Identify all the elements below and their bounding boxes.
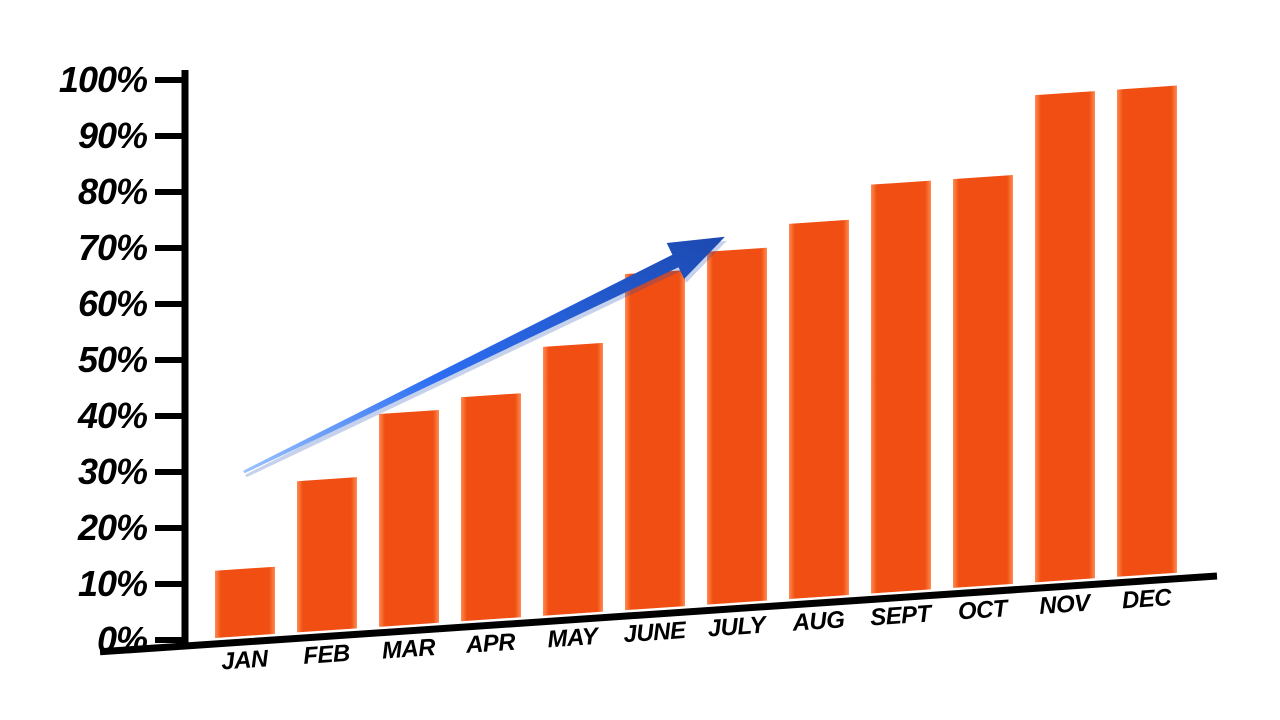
x-tick-label: JULY [707,611,769,642]
x-tick-label: JAN [220,645,269,675]
x-tick-label: MAR [381,634,437,665]
bars-group [215,86,1177,638]
x-tick-label: JUNE [623,617,688,648]
bar-dec [1117,86,1177,577]
bar-aug [789,220,849,599]
bar-may [543,343,603,616]
y-tick-label: 60% [78,283,148,324]
bar-nov [1035,91,1095,582]
y-tick-label: 70% [78,227,148,268]
y-tick-label: 20% [77,507,148,548]
x-tick-label: SEPT [869,600,934,631]
y-tick-label: 50% [78,339,148,380]
bar-sept [871,181,931,594]
bar-feb [297,477,357,632]
x-tick-label: NOV [1038,589,1093,620]
y-tick-label: 90% [78,115,148,156]
x-tick-label: FEB [302,640,350,670]
y-tick-label: 100% [59,59,148,100]
y-tick-label: 10% [78,563,148,604]
bar-jan [215,567,275,638]
y-tick-label: 40% [77,395,148,436]
y-tick-label: 30% [78,451,148,492]
x-tick-label: AUG [791,606,846,637]
bar-apr [461,393,521,621]
x-tick-label: OCT [957,595,1011,625]
bar-mar [379,410,439,627]
monthly-percent-bar-chart: 0%10%20%30%40%50%60%70%80%90%100%JANFEBM… [0,0,1280,720]
x-tick-label: APR [464,629,517,659]
x-tick-label: MAY [547,623,601,653]
y-tick-label: 80% [78,171,148,212]
x-tick-label: DEC [1121,584,1173,614]
bar-july [707,248,767,605]
bar-june [625,270,685,610]
bar-oct [953,175,1013,588]
